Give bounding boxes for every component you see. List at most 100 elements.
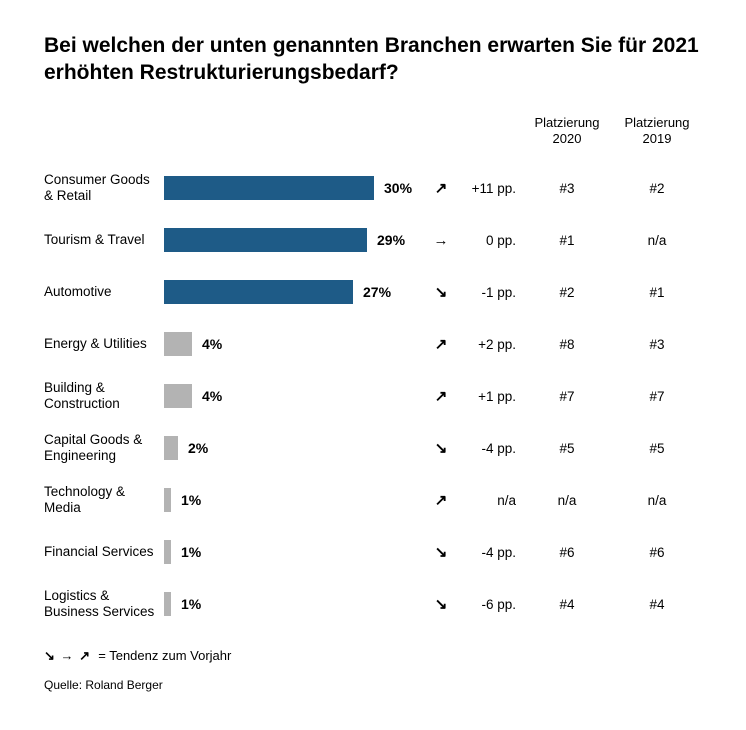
row-label: Building & Construction bbox=[44, 380, 164, 414]
bar-cell: 27% bbox=[164, 280, 432, 304]
trend-delta: -4 pp. bbox=[450, 545, 522, 560]
rank-2020: #2 bbox=[522, 285, 612, 300]
row-label: Automotive bbox=[44, 284, 164, 301]
column-head-rank2020: Platzierung 2020 bbox=[522, 115, 612, 149]
trend-arrow-icon: ↘ bbox=[432, 439, 450, 457]
bar bbox=[164, 436, 178, 460]
bar-cell: 2% bbox=[164, 436, 432, 460]
bar-value: 1% bbox=[181, 596, 201, 612]
trend-delta: +11 pp. bbox=[450, 181, 522, 196]
row-label: Financial Services bbox=[44, 544, 164, 561]
rank-2019: #7 bbox=[612, 389, 702, 404]
trend-arrow-icon: ↘ bbox=[432, 595, 450, 613]
rank-2019: #3 bbox=[612, 337, 702, 352]
trend-arrow-icon: ↗ bbox=[432, 491, 450, 509]
trend-arrow-icon: ↗ bbox=[432, 179, 450, 197]
bar-value: 4% bbox=[202, 388, 222, 404]
column-head-rank2019: Platzierung 2019 bbox=[612, 115, 702, 149]
bar-value: 1% bbox=[181, 492, 201, 508]
bar-value: 29% bbox=[377, 232, 405, 248]
bar-value: 4% bbox=[202, 336, 222, 352]
trend-arrow-icon: → bbox=[432, 232, 450, 249]
row-label: Tourism & Travel bbox=[44, 232, 164, 249]
source-line: Quelle: Roland Berger bbox=[44, 678, 702, 692]
chart-row: Technology & Media1%↗n/an/an/a bbox=[44, 474, 702, 526]
legend-arrows: ↘ → ↗ bbox=[44, 648, 91, 663]
trend-cell: ↘-6 pp. bbox=[432, 595, 522, 613]
bar-value: 1% bbox=[181, 544, 201, 560]
trend-cell: ↗+11 pp. bbox=[432, 179, 522, 197]
trend-cell: ↘-4 pp. bbox=[432, 439, 522, 457]
bar-cell: 1% bbox=[164, 592, 432, 616]
bar-cell: 1% bbox=[164, 488, 432, 512]
trend-delta: -6 pp. bbox=[450, 597, 522, 612]
rank-2020: #5 bbox=[522, 441, 612, 456]
rank-2020: #6 bbox=[522, 545, 612, 560]
bar-cell: 4% bbox=[164, 332, 432, 356]
rank-2019: n/a bbox=[612, 493, 702, 508]
trend-arrow-icon: ↗ bbox=[432, 387, 450, 405]
bar bbox=[164, 176, 374, 200]
row-label: Technology & Media bbox=[44, 484, 164, 518]
bar bbox=[164, 280, 353, 304]
rank-2019: #5 bbox=[612, 441, 702, 456]
rank-2020: #8 bbox=[522, 337, 612, 352]
legend-text: = Tendenz zum Vorjahr bbox=[98, 648, 231, 663]
bar-cell: 1% bbox=[164, 540, 432, 564]
chart-row: Energy & Utilities 4% ↗+2 pp.#8#3 bbox=[44, 318, 702, 370]
legend: ↘ → ↗ = Tendenz zum Vorjahr bbox=[44, 648, 702, 664]
row-label: Logistics & Business Services bbox=[44, 588, 164, 622]
trend-delta: -1 pp. bbox=[450, 285, 522, 300]
chart-container: Bei welchen der unten genannten Branchen… bbox=[0, 0, 746, 712]
rank-2019: #6 bbox=[612, 545, 702, 560]
row-label: Consumer Goods & Retail bbox=[44, 172, 164, 206]
trend-delta: 0 pp. bbox=[450, 233, 522, 248]
rank-2020: #7 bbox=[522, 389, 612, 404]
chart-row: Automotive 27% ↘-1 pp.#2#1 bbox=[44, 266, 702, 318]
bar bbox=[164, 332, 192, 356]
trend-cell: ↘-4 pp. bbox=[432, 543, 522, 561]
bar-cell: 4% bbox=[164, 384, 432, 408]
chart-row: Tourism & Travel 29% →0 pp.#1n/a bbox=[44, 214, 702, 266]
row-label: Energy & Utilities bbox=[44, 336, 164, 353]
trend-delta: -4 pp. bbox=[450, 441, 522, 456]
chart-row: Building & Construction4%↗+1 pp.#7#7 bbox=[44, 370, 702, 422]
trend-cell: ↗n/a bbox=[432, 491, 522, 509]
rank-2020: #3 bbox=[522, 181, 612, 196]
rank-2020: #4 bbox=[522, 597, 612, 612]
bar bbox=[164, 384, 192, 408]
trend-arrow-icon: ↗ bbox=[432, 335, 450, 353]
trend-cell: ↗+1 pp. bbox=[432, 387, 522, 405]
bar-cell: 29% bbox=[164, 228, 432, 252]
trend-arrow-icon: ↘ bbox=[432, 543, 450, 561]
rank-2019: #1 bbox=[612, 285, 702, 300]
bar bbox=[164, 540, 171, 564]
rank-2020: n/a bbox=[522, 493, 612, 508]
chart-row: Financial Services1%↘-4 pp.#6#6 bbox=[44, 526, 702, 578]
bar bbox=[164, 592, 171, 616]
chart-row: Logistics & Business Services1%↘-6 pp.#4… bbox=[44, 578, 702, 630]
trend-cell: ↘-1 pp. bbox=[432, 283, 522, 301]
bar-value: 27% bbox=[363, 284, 391, 300]
bar-cell: 30% bbox=[164, 176, 432, 200]
trend-delta: n/a bbox=[450, 493, 522, 508]
trend-cell: →0 pp. bbox=[432, 232, 522, 249]
bar bbox=[164, 488, 171, 512]
trend-cell: ↗+2 pp. bbox=[432, 335, 522, 353]
bar bbox=[164, 228, 367, 252]
rank-2019: #2 bbox=[612, 181, 702, 196]
bar-value: 30% bbox=[384, 180, 412, 196]
rank-2020: #1 bbox=[522, 233, 612, 248]
trend-delta: +1 pp. bbox=[450, 389, 522, 404]
chart-rows: Consumer Goods & Retail30%↗+11 pp.#3#2To… bbox=[44, 162, 702, 630]
chart-row: Capital Goods & Engineering2%↘-4 pp.#5#5 bbox=[44, 422, 702, 474]
bar-value: 2% bbox=[188, 440, 208, 456]
column-headers: Platzierung 2020 Platzierung 2019 bbox=[44, 115, 702, 149]
trend-arrow-icon: ↘ bbox=[432, 283, 450, 301]
chart-title: Bei welchen der unten genannten Branchen… bbox=[44, 32, 702, 87]
rank-2019: #4 bbox=[612, 597, 702, 612]
row-label: Capital Goods & Engineering bbox=[44, 432, 164, 466]
trend-delta: +2 pp. bbox=[450, 337, 522, 352]
chart-row: Consumer Goods & Retail 30% ↗+11 pp.#3#2 bbox=[44, 162, 702, 214]
rank-2019: n/a bbox=[612, 233, 702, 248]
